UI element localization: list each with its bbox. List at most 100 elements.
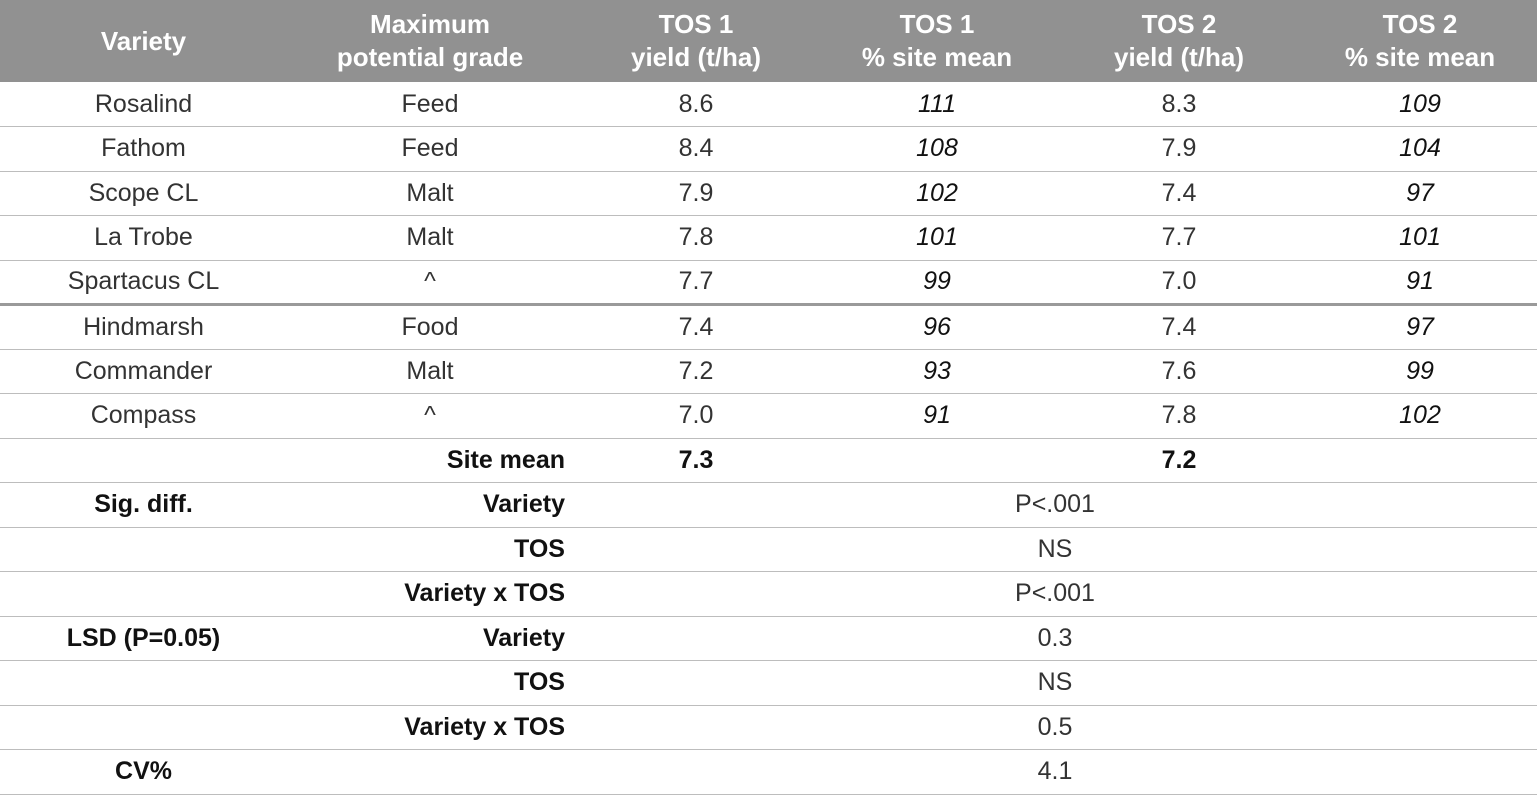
header-tos2-yield: TOS 2 yield (t/ha): [1055, 0, 1303, 82]
tos2-pct-cell: 101: [1303, 215, 1537, 261]
stats-value: NS: [573, 660, 1537, 706]
stats-row: TOS NS: [0, 660, 1537, 706]
stats-row: CV% 4.1: [0, 749, 1537, 795]
tos1-pct-cell: 101: [819, 215, 1055, 261]
table-row: Rosalind Feed 8.6 111 8.3 109: [0, 82, 1537, 127]
tos1-yield-cell: 7.7: [573, 260, 819, 306]
header-tos2-pct: TOS 2% site mean: [1303, 0, 1537, 82]
header-line: % site mean: [1344, 42, 1496, 72]
tos2-pct-cell: 104: [1303, 126, 1537, 172]
variety-cell: Hindmarsh: [0, 304, 287, 350]
tos2-pct-cell: 91: [1303, 260, 1537, 306]
stats-row: Variety x TOS P<.001: [0, 571, 1537, 617]
tos1-yield-cell: 7.8: [573, 215, 819, 261]
tos1-pct-cell: 96: [819, 304, 1055, 350]
header-variety: Variety: [0, 0, 287, 82]
site-mean-label: Site mean: [287, 438, 573, 483]
header-line: Variety: [100, 25, 187, 56]
grade-cell: Malt: [287, 215, 573, 261]
tos2-yield-cell: 7.0: [1055, 260, 1303, 306]
tos1-pct-cell: 93: [819, 349, 1055, 394]
grade-cell: ^: [287, 260, 573, 306]
tos1-yield-cell: 7.9: [573, 171, 819, 216]
stats-label: Variety x TOS: [287, 705, 573, 750]
site-mean-row: Site mean 7.3 7.2: [0, 438, 1537, 483]
table-row: Fathom Feed 8.4 108 7.9 104: [0, 126, 1537, 172]
tos1-pct-cell: 111: [819, 82, 1055, 127]
empty-cell: [0, 438, 287, 483]
variety-cell: Scope CL: [0, 171, 287, 216]
stats-row: Variety x TOS 0.5: [0, 705, 1537, 750]
stats-value: 0.5: [573, 705, 1537, 750]
header-tos1-pct: TOS 1% site mean: [819, 0, 1055, 82]
table-row: Scope CL Malt 7.9 102 7.4 97: [0, 171, 1537, 216]
stats-row: LSD (P=0.05) Variety 0.3: [0, 616, 1537, 661]
header-line: TOS 2: [1382, 9, 1458, 39]
tos1-yield-cell: 7.4: [573, 304, 819, 350]
stats-group-label: [0, 660, 287, 706]
variety-cell: Commander: [0, 349, 287, 394]
header-line: yield (t/ha): [630, 42, 761, 72]
tos1-pct-cell: 102: [819, 171, 1055, 216]
tos1-yield-cell: 7.2: [573, 349, 819, 394]
grade-cell: Food: [287, 304, 573, 350]
empty-cell: [819, 438, 1055, 483]
grade-cell: Malt: [287, 171, 573, 216]
header-row: Variety Maximum potential grade TOS 1 yiel…: [0, 0, 1537, 82]
tos1-yield-cell: 8.4: [573, 126, 819, 172]
stats-value: P<.001: [573, 482, 1537, 528]
tos2-pct-cell: 97: [1303, 171, 1537, 216]
stats-group-label: [0, 705, 287, 750]
table-row: La Trobe Malt 7.8 101 7.7 101: [0, 215, 1537, 261]
variety-cell: Rosalind: [0, 82, 287, 127]
stats-row: Sig. diff. Variety P<.001: [0, 482, 1537, 528]
tos2-yield-cell: 7.9: [1055, 126, 1303, 172]
tos1-pct-cell: 99: [819, 260, 1055, 306]
variety-cell: Fathom: [0, 126, 287, 172]
header-line: TOS 1: [899, 9, 975, 39]
variety-cell: Spartacus CL: [0, 260, 287, 306]
variety-cell: Compass: [0, 393, 287, 439]
table-row: Compass ^ 7.0 91 7.8 102: [0, 393, 1537, 439]
header-line: TOS 1: [658, 9, 734, 39]
stats-row: TOS NS: [0, 527, 1537, 572]
header-tos1-yield: TOS 1 yield (t/ha): [573, 0, 819, 82]
stats-value: NS: [573, 527, 1537, 572]
stats-label: Variety: [287, 482, 573, 528]
tos2-yield-cell: 7.8: [1055, 393, 1303, 439]
tos2-yield-cell: 7.4: [1055, 171, 1303, 216]
stats-group-label: Sig. diff.: [0, 482, 287, 528]
stats-group-label: [0, 571, 287, 617]
empty-cell: [1303, 438, 1537, 483]
stats-value: 4.1: [573, 749, 1537, 795]
tos2-pct-cell: 102: [1303, 393, 1537, 439]
stats-label: TOS: [287, 660, 573, 706]
stats-label: TOS: [287, 527, 573, 572]
grade-cell: Feed: [287, 126, 573, 172]
tos1-yield-cell: 7.0: [573, 393, 819, 439]
tos1-pct-cell: 91: [819, 393, 1055, 439]
tos2-yield-cell: 8.3: [1055, 82, 1303, 127]
tos1-yield-cell: 8.6: [573, 82, 819, 127]
tos2-pct-cell: 99: [1303, 349, 1537, 394]
stats-group-label: [0, 527, 287, 572]
tos2-yield-cell: 7.4: [1055, 304, 1303, 350]
header-line: TOS 2: [1141, 9, 1217, 39]
table-row: Hindmarsh Food 7.4 96 7.4 97: [0, 304, 1537, 350]
stats-value: P<.001: [573, 571, 1537, 617]
table-row: Spartacus CL ^ 7.7 99 7.0 91: [0, 260, 1537, 306]
header-line: potential grade: [336, 42, 524, 72]
variety-cell: La Trobe: [0, 215, 287, 261]
stats-label: [287, 749, 573, 795]
site-mean-tos1: 7.3: [573, 438, 819, 483]
grade-cell: Malt: [287, 349, 573, 394]
tos2-pct-cell: 109: [1303, 82, 1537, 127]
grade-cell: Feed: [287, 82, 573, 127]
stats-label: Variety: [287, 616, 573, 661]
grade-cell: ^: [287, 393, 573, 439]
stats-label: Variety x TOS: [287, 571, 573, 617]
header-grade: Maximum potential grade: [287, 0, 573, 82]
table-row: Commander Malt 7.2 93 7.6 99: [0, 349, 1537, 394]
stats-value: 0.3: [573, 616, 1537, 661]
